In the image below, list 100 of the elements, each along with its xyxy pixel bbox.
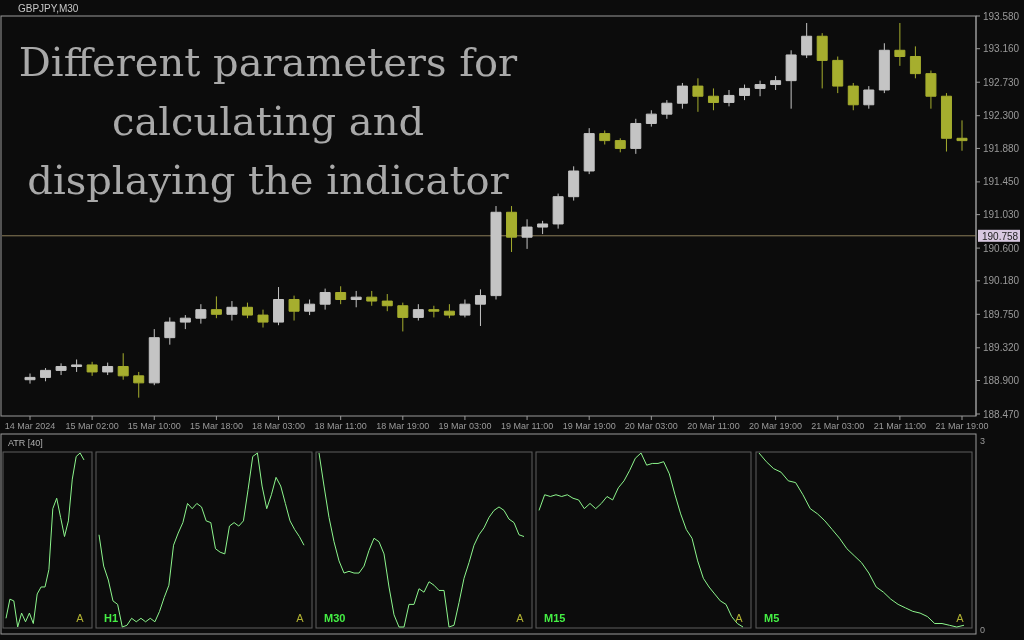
candlestick	[226, 300, 238, 322]
annotation: A	[516, 612, 525, 624]
y-tick-label: 191.880	[983, 142, 1020, 154]
annotation: A	[956, 612, 965, 624]
x-tick-label: 15 Mar 18:00	[189, 421, 243, 431]
candlestick	[816, 32, 828, 89]
candlestick	[770, 75, 782, 91]
y-tick-label: 190.180	[983, 275, 1020, 287]
x-tick-label: 20 Mar 19:00	[749, 421, 803, 431]
y-tick-label: 192.300	[983, 110, 1020, 122]
candlestick	[474, 288, 486, 327]
annotation: Different parameters for calculating and displaying the indicator	[18, 39, 519, 203]
candlestick	[692, 77, 704, 113]
candlestick	[847, 82, 859, 111]
candlestick	[117, 352, 129, 381]
candlestick	[552, 193, 564, 230]
candlestick	[599, 129, 611, 146]
candlestick	[878, 42, 890, 94]
candlestick	[366, 290, 378, 307]
candlestick	[179, 314, 191, 330]
x-tick-label: 19 Mar 03:00	[438, 421, 492, 431]
candlestick	[676, 82, 688, 110]
y-tick-label: 192.730	[983, 76, 1020, 88]
candlestick	[273, 286, 285, 326]
y-tick-label: 191.030	[983, 209, 1020, 221]
candlestick	[148, 328, 160, 386]
candlestick	[614, 137, 626, 153]
candlestick	[707, 87, 719, 111]
x-tick-label: 18 Mar 19:00	[376, 421, 430, 431]
candlestick	[133, 371, 145, 399]
y-tick-label: 193.160	[983, 43, 1020, 55]
text: M15	[544, 612, 566, 624]
ref-line-label: 190.758	[982, 230, 1019, 242]
candlestick	[428, 305, 440, 318]
candlestick	[443, 303, 455, 319]
candlestick	[335, 285, 347, 305]
candlestick	[537, 220, 549, 235]
y-tick-label: 188.900	[983, 375, 1020, 387]
candlestick	[739, 84, 751, 101]
candlestick	[86, 361, 98, 377]
candlestick	[381, 293, 393, 312]
x-tick-label: 19 Mar 19:00	[562, 421, 616, 431]
candlestick	[645, 109, 657, 128]
candlestick	[459, 299, 471, 318]
annotation: A	[735, 612, 744, 624]
text: ATR [40]	[8, 438, 43, 448]
x-tick-label: 18 Mar 11:00	[314, 421, 367, 431]
candlestick	[55, 362, 67, 376]
candlestick	[661, 99, 673, 120]
candlestick	[24, 373, 36, 385]
candlestick	[925, 70, 937, 110]
text: 0	[980, 625, 986, 635]
annotation: A	[296, 612, 305, 624]
text: H1	[104, 612, 119, 624]
candlestick	[506, 205, 518, 253]
x-tick-label: 20 Mar 03:00	[624, 421, 678, 431]
candlestick	[723, 89, 735, 107]
candlestick	[521, 218, 533, 250]
candlestick	[350, 290, 362, 308]
y-tick-label: 189.750	[983, 308, 1020, 320]
candlestick	[832, 56, 844, 94]
text: M30	[324, 612, 346, 624]
candlestick	[583, 127, 595, 175]
candlestick	[195, 303, 207, 325]
candlestick	[164, 316, 176, 346]
candlestick	[71, 358, 83, 373]
candlestick	[397, 302, 409, 332]
x-tick-label: 15 Mar 02:00	[65, 421, 119, 431]
x-tick-label: 20 Mar 11:00	[687, 421, 740, 431]
annotation: A	[76, 612, 85, 624]
x-tick-label: 21 Mar 03:00	[811, 421, 865, 431]
x-tick-label: 18 Mar 03:00	[252, 421, 306, 431]
y-tick-label: 189.320	[983, 342, 1020, 354]
y-tick-label: 191.450	[983, 176, 1020, 188]
candlestick	[785, 49, 797, 110]
candlestick	[754, 80, 766, 97]
candlestick	[940, 92, 952, 153]
text: M5	[764, 612, 780, 624]
x-tick-label: 14 Mar 2024	[4, 421, 56, 431]
candlestick	[257, 309, 269, 329]
candlestick	[102, 362, 114, 376]
chart-title: GBPJPY,M30	[18, 3, 79, 14]
candlestick	[210, 295, 222, 319]
candlestick	[412, 303, 424, 322]
candlestick	[568, 165, 580, 202]
candlestick	[304, 299, 316, 316]
candlestick	[490, 205, 502, 301]
candlestick	[894, 22, 906, 67]
candlestick	[863, 85, 875, 110]
candlestick	[319, 288, 331, 311]
candlestick	[630, 118, 642, 155]
y-tick-label: 193.580	[983, 10, 1020, 22]
x-tick-label: 15 Mar 10:00	[127, 421, 181, 431]
candlestick	[40, 367, 52, 382]
text: 3	[980, 436, 986, 446]
x-tick-label: 21 Mar 11:00	[873, 421, 927, 431]
candlestick	[909, 45, 921, 79]
y-tick-label: 188.470	[983, 408, 1020, 420]
candlestick	[956, 119, 968, 152]
candlestick	[288, 295, 300, 322]
